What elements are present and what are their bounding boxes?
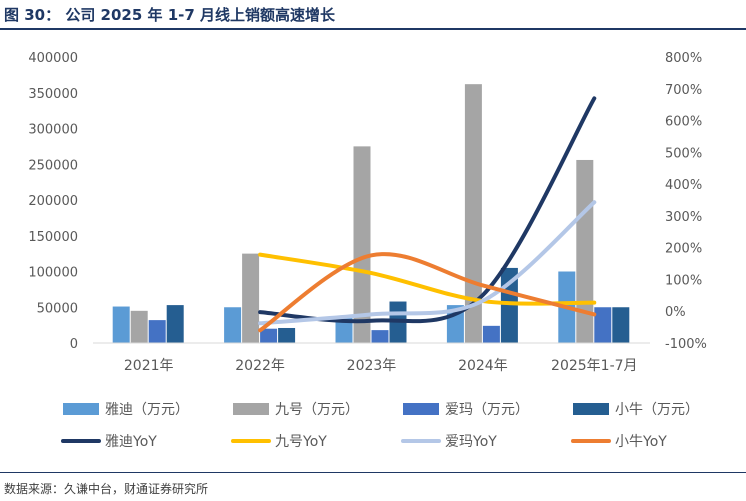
y-tick-label: 150000 xyxy=(28,230,78,245)
legend-label: 雅迪（万元） xyxy=(105,402,189,418)
x-tick-label: 2022年 xyxy=(235,358,285,374)
bar xyxy=(278,327,296,343)
y-tick-label: 250000 xyxy=(28,158,78,173)
axes-layer: 0 50000 100000 150000 200000 250000 300000 3500… xyxy=(28,51,707,374)
bar xyxy=(464,84,482,344)
lines-layer xyxy=(258,96,597,333)
bar xyxy=(166,305,184,343)
y2-tick-label: 800% xyxy=(665,51,702,66)
legend-label: 九号YoY xyxy=(275,434,327,450)
bar xyxy=(335,317,353,343)
source-note: 数据来源：久谦中台，财通证券研究所 xyxy=(4,482,209,496)
legend-label: 小牛YoY xyxy=(615,434,667,450)
y-tick-label: 400000 xyxy=(28,51,78,66)
y-tick-label: 100000 xyxy=(28,266,78,281)
x-tick-label: 2023年 xyxy=(347,358,397,374)
bar xyxy=(130,310,148,343)
bar xyxy=(148,320,166,343)
y2-tick-label: 700% xyxy=(665,83,702,98)
y-tick-label: 0 xyxy=(70,337,78,352)
y2-tick-label: 500% xyxy=(665,146,702,161)
legend-label: 九号（万元） xyxy=(275,402,359,418)
bar xyxy=(594,307,612,343)
legend: 雅迪（万元） 九号（万元） 爱玛（万元） 小牛（万元） 雅迪YoY 九号YoY 爱玛YoY 小… xyxy=(61,402,699,450)
y2-tick-label: 0% xyxy=(665,305,686,320)
bar xyxy=(353,146,371,343)
bars-layer xyxy=(112,84,630,344)
y2-tick-label: 200% xyxy=(665,242,702,257)
y2-tick-label: 600% xyxy=(665,115,702,130)
x-tick-label: 2024年 xyxy=(458,358,508,374)
legend-swatch xyxy=(573,403,609,415)
bar xyxy=(612,307,630,343)
y-tick-label: 300000 xyxy=(28,123,78,138)
series-line xyxy=(258,200,597,326)
x-tick-label: 2025年1-7月 xyxy=(551,358,638,374)
legend-label: 雅迪YoY xyxy=(105,434,157,450)
bottom-rule xyxy=(0,472,746,473)
bar xyxy=(260,328,278,343)
legend-label: 爱玛（万元） xyxy=(445,402,529,418)
y2-tick-label: 100% xyxy=(665,273,702,288)
combo-chart: 0 50000 100000 150000 200000 250000 300000 3500… xyxy=(28,51,707,450)
bar xyxy=(371,330,389,343)
x-tick-label: 2021年 xyxy=(124,358,174,374)
legend-swatch xyxy=(403,403,439,415)
bar xyxy=(112,306,130,343)
y2-tick-label: -100% xyxy=(665,337,707,352)
series-line xyxy=(258,252,597,333)
legend-label: 爱玛YoY xyxy=(445,434,497,450)
figure-title: 图 30： 公司 2025 年 1-7 月线上销额高速增长 xyxy=(4,6,336,24)
y2-tick-label: 400% xyxy=(665,178,702,193)
y2-tick-label: 300% xyxy=(665,210,702,225)
legend-label: 小牛（万元） xyxy=(615,402,699,418)
bar xyxy=(224,307,242,343)
legend-swatch xyxy=(63,403,99,415)
bar xyxy=(482,325,500,343)
y-tick-label: 350000 xyxy=(28,87,78,102)
bar xyxy=(242,253,260,343)
y-tick-label: 50000 xyxy=(37,301,78,316)
legend-swatch xyxy=(233,403,269,415)
y-tick-label: 200000 xyxy=(28,194,78,209)
title-rule xyxy=(0,28,746,30)
